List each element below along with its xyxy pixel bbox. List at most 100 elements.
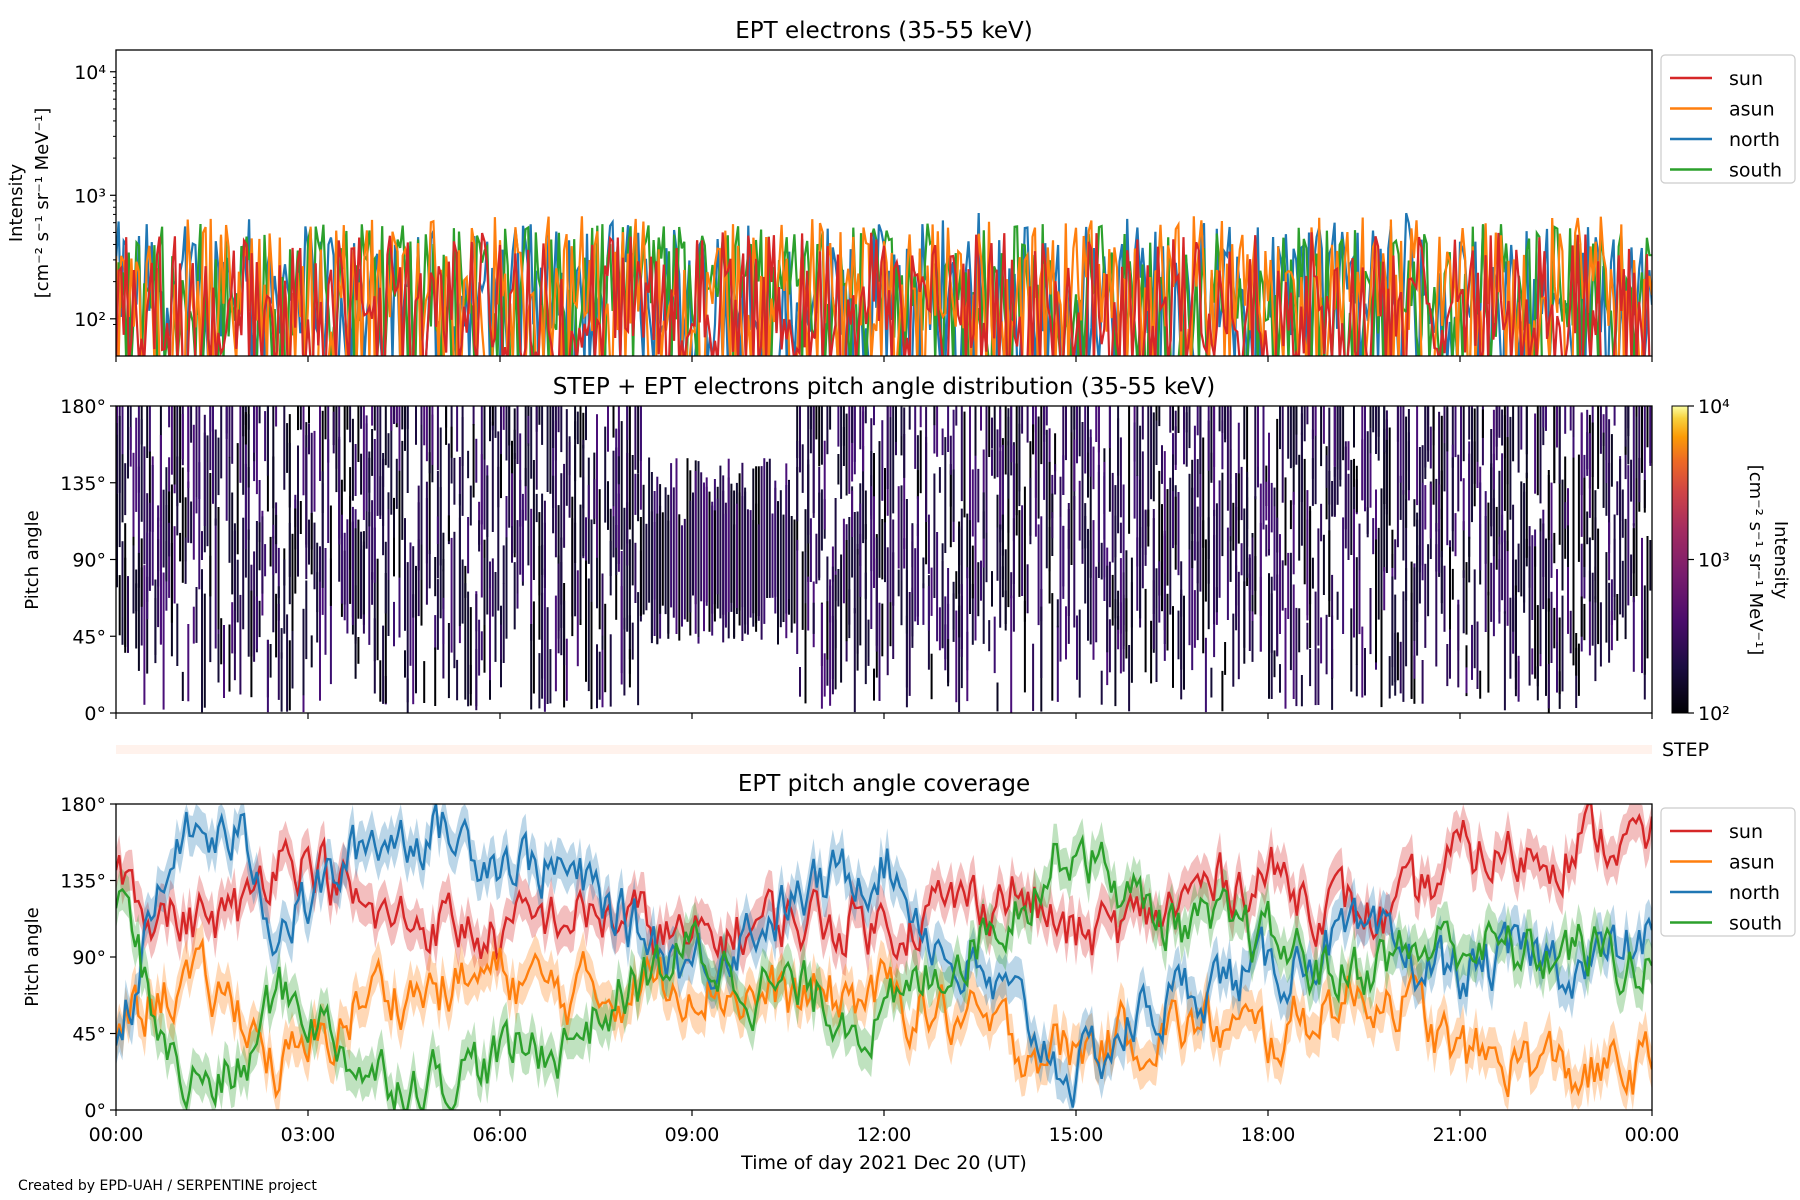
heatmap-cell <box>1183 406 1185 432</box>
heatmap-cell <box>527 443 530 566</box>
heatmap-cell <box>491 421 494 532</box>
heatmap-cell <box>258 480 261 543</box>
heatmap-cell <box>1643 406 1646 509</box>
heatmap-cell <box>357 406 360 462</box>
heatmap-cell <box>1405 416 1408 528</box>
heatmap-cell <box>502 406 505 430</box>
heatmap-cell <box>1528 546 1531 686</box>
heatmap-cell <box>1608 522 1611 581</box>
heatmap-cell <box>1092 446 1095 490</box>
heatmap-cell <box>1479 482 1482 571</box>
heatmap-cell <box>1385 410 1388 454</box>
heatmap-cell <box>991 417 993 449</box>
heatmap-cell <box>1462 521 1465 578</box>
heatmap-cell <box>782 514 785 622</box>
heatmap-cell <box>324 406 327 440</box>
heatmap-cell <box>982 492 985 539</box>
heatmap-cell <box>851 490 854 538</box>
heatmap-cell <box>1580 596 1583 637</box>
heatmap-cell <box>176 456 179 536</box>
heatmap-cell <box>1621 489 1624 538</box>
heatmap-cell <box>1649 406 1652 466</box>
coverage-line-asun <box>116 936 1652 1100</box>
heatmap-cell <box>670 463 673 608</box>
heatmap-cell <box>1073 439 1076 492</box>
heatmap-cell <box>807 406 810 535</box>
heatmap-cell <box>1207 540 1210 630</box>
heatmap-cell <box>804 509 807 579</box>
heatmap-cell <box>892 519 895 659</box>
y-tick-label: 10⁴ <box>74 62 106 84</box>
x-tick-label: 03:00 <box>281 1124 336 1146</box>
heatmap-cell <box>1556 406 1558 448</box>
heatmap-cell <box>1588 537 1591 602</box>
heatmap-cell <box>1155 406 1158 430</box>
heatmap-cell <box>1303 458 1306 585</box>
heatmap-cell <box>1553 607 1556 649</box>
heatmap-cell <box>1251 537 1254 595</box>
heatmap-cell <box>212 406 214 440</box>
heatmap-cell <box>1353 406 1355 448</box>
heatmap-cell <box>201 531 203 560</box>
heatmap-cell <box>1418 447 1421 573</box>
heatmap-cell <box>938 607 941 651</box>
heatmap-cell <box>1314 406 1317 505</box>
heatmap-cell <box>192 424 195 560</box>
heatmap-cell <box>1232 502 1235 551</box>
heatmap-cell <box>1377 527 1380 620</box>
heatmap-cell <box>554 595 557 692</box>
heatmap-cell <box>1193 508 1196 561</box>
heatmap-cell <box>1602 432 1605 508</box>
heatmap-cell <box>404 406 406 451</box>
heatmap-cell <box>1583 477 1586 567</box>
heatmap-cell <box>1185 412 1188 467</box>
heatmap-cell <box>933 473 936 598</box>
heatmap-cell <box>697 461 700 637</box>
heatmap-cell <box>1372 518 1375 555</box>
heatmap-cell <box>1331 574 1334 678</box>
heatmap-cell <box>1007 472 1010 608</box>
heatmap-cell <box>384 573 387 704</box>
heatmap-cell <box>1073 496 1076 628</box>
heatmap-cell <box>1122 572 1125 672</box>
heatmap-cell <box>157 539 160 628</box>
heatmap-cell <box>1037 416 1040 519</box>
heatmap-cell <box>442 597 445 645</box>
heatmap-cell <box>554 420 557 558</box>
heatmap-cell <box>1188 549 1191 646</box>
heatmap-cell <box>1632 597 1635 672</box>
heatmap-cell <box>1172 406 1174 431</box>
heatmap-cell <box>1438 484 1441 529</box>
heatmap-cell <box>1446 408 1449 546</box>
heatmap-cell <box>991 571 993 607</box>
heatmap-cell <box>275 514 278 545</box>
heatmap-cell <box>1317 528 1320 646</box>
heatmap-cell <box>576 411 579 445</box>
heatmap-cell <box>804 569 807 704</box>
heatmap-cell <box>1023 600 1026 693</box>
heatmap-cell <box>214 429 217 526</box>
heatmap-cell <box>845 540 848 642</box>
heatmap-cell <box>848 406 851 494</box>
heatmap-cell <box>1076 615 1078 680</box>
heatmap-cell <box>305 447 308 580</box>
heatmap-cell <box>475 438 478 483</box>
heatmap-cell <box>1605 552 1608 643</box>
heatmap-cell <box>1056 625 1059 702</box>
heatmap-cell <box>1309 506 1312 649</box>
heatmap-cell <box>1265 524 1268 557</box>
heatmap-cell <box>1380 589 1383 708</box>
heatmap-cell <box>744 487 747 634</box>
heatmap-cell <box>864 490 867 540</box>
colorbar-label-line1: Intensity <box>1770 521 1791 600</box>
heatmap-cell <box>1339 406 1342 487</box>
heatmap-cell <box>617 456 620 485</box>
heatmap-cell <box>393 406 395 424</box>
heatmap-cell <box>1166 593 1169 651</box>
heatmap-cell <box>1525 406 1528 479</box>
heatmap-cell <box>1073 406 1076 430</box>
heatmap-cell <box>878 461 881 578</box>
heatmap-cell <box>648 457 651 603</box>
heatmap-cell <box>253 551 256 662</box>
panel3-x-axis: 00:00 03:00 06:00 09:00 12:00 15:00 18:00 21:00… <box>89 1110 1679 1146</box>
